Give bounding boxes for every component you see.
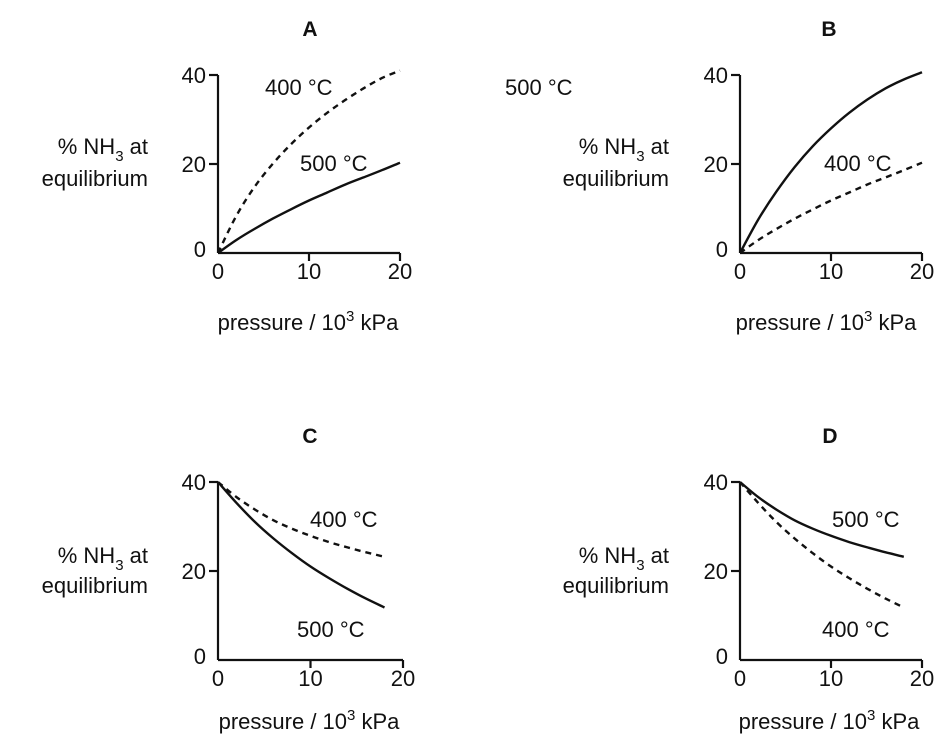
- x-axis-label: pressure / 103 kPa: [219, 707, 401, 734]
- y-axis-label: % NH3 at: [58, 134, 148, 165]
- series-label: 500 °C: [300, 151, 368, 176]
- panel-title: D: [822, 425, 837, 448]
- x-tick-label: 10: [298, 666, 322, 691]
- series-line-dashed: [216, 69, 401, 254]
- x-tick-label: 20: [388, 259, 412, 284]
- x-tick-label: 0: [734, 666, 746, 691]
- y-axis-label-tail: at: [645, 543, 669, 568]
- y-tick-label: 40: [182, 63, 206, 88]
- x-tick-label: 20: [910, 666, 934, 691]
- y-axis-label-tail: at: [645, 134, 669, 159]
- y-axis-label-tail: at: [124, 134, 148, 159]
- x-axis-label: pressure / 103 kPa: [736, 308, 918, 335]
- series-label: 500 °C: [297, 617, 365, 642]
- y-tick-label: 0: [194, 644, 206, 669]
- y-axis-label-line2: equilibrium: [563, 573, 669, 598]
- y-tick-label: 20: [704, 152, 728, 177]
- x-tick-label: 0: [212, 666, 224, 691]
- y-tick-label: 0: [716, 237, 728, 262]
- x-axis-label-superscript: 3: [347, 707, 355, 724]
- y-axis-label-main: % NH: [579, 134, 636, 159]
- x-tick-label: 10: [297, 259, 321, 284]
- series-label: 500 °C: [505, 75, 573, 100]
- x-axis-label-unit: kPa: [355, 709, 400, 734]
- y-axis-label-tail: at: [124, 543, 148, 568]
- x-tick-label: 20: [910, 259, 934, 284]
- x-tick-label: 10: [819, 259, 843, 284]
- x-tick-label: 10: [819, 666, 843, 691]
- x-axis-label-main: pressure / 10: [219, 709, 347, 734]
- x-tick-label: 20: [391, 666, 415, 691]
- series-line-solid: [738, 71, 923, 254]
- x-tick-label: 0: [734, 259, 746, 284]
- x-axis-label: pressure / 103 kPa: [218, 308, 400, 335]
- y-axis-label-subscript: 3: [115, 148, 123, 165]
- x-axis-label: pressure / 103 kPa: [739, 707, 921, 734]
- x-axis-label-unit: kPa: [872, 310, 917, 335]
- y-tick-label: 20: [704, 559, 728, 584]
- y-axis-label: % NH3 at: [579, 134, 669, 165]
- x-tick-label: 0: [212, 259, 224, 284]
- series-label: 400 °C: [824, 151, 892, 176]
- y-tick-label: 40: [182, 470, 206, 495]
- x-axis-label-unit: kPa: [354, 310, 399, 335]
- series-label: 400 °C: [265, 75, 333, 100]
- series-line-dashed: [739, 481, 905, 609]
- series-label: 400 °C: [310, 507, 378, 532]
- x-axis-label-unit: kPa: [875, 709, 920, 734]
- y-axis-label-subscript: 3: [636, 148, 644, 165]
- y-tick-label: 0: [194, 237, 206, 262]
- y-axis-label: % NH3 at: [58, 543, 148, 574]
- panel-title: A: [302, 18, 317, 41]
- x-axis-label-main: pressure / 10: [218, 310, 346, 335]
- series-line-solid: [217, 481, 386, 609]
- y-tick-label: 20: [182, 559, 206, 584]
- series-line-solid: [739, 481, 905, 558]
- panel-title: B: [821, 18, 836, 41]
- y-tick-label: 40: [704, 470, 728, 495]
- y-axis-label-subscript: 3: [115, 557, 123, 574]
- panel-title: C: [302, 425, 317, 448]
- y-tick-label: 20: [182, 152, 206, 177]
- series-label: 500 °C: [832, 507, 900, 532]
- y-axis-label-subscript: 3: [636, 557, 644, 574]
- series-line-solid: [217, 161, 401, 254]
- y-axis-label-main: % NH: [579, 543, 636, 568]
- y-axis-label: % NH3 at: [579, 543, 669, 574]
- y-axis-label-main: % NH: [58, 134, 115, 159]
- y-axis-label-line2: equilibrium: [42, 166, 148, 191]
- y-axis-label-line2: equilibrium: [42, 573, 148, 598]
- x-axis-label-superscript: 3: [864, 308, 872, 325]
- x-axis-label-superscript: 3: [867, 707, 875, 724]
- x-axis-label-main: pressure / 10: [736, 310, 864, 335]
- x-axis-label-superscript: 3: [346, 308, 354, 325]
- series-label: 400 °C: [822, 617, 890, 642]
- y-axis-label-line2: equilibrium: [563, 166, 669, 191]
- series-line-dashed: [217, 481, 385, 558]
- y-tick-label: 40: [704, 63, 728, 88]
- y-axis-label-main: % NH: [58, 543, 115, 568]
- y-tick-label: 0: [716, 644, 728, 669]
- series-line-dashed: [739, 161, 923, 254]
- x-axis-label-main: pressure / 10: [739, 709, 867, 734]
